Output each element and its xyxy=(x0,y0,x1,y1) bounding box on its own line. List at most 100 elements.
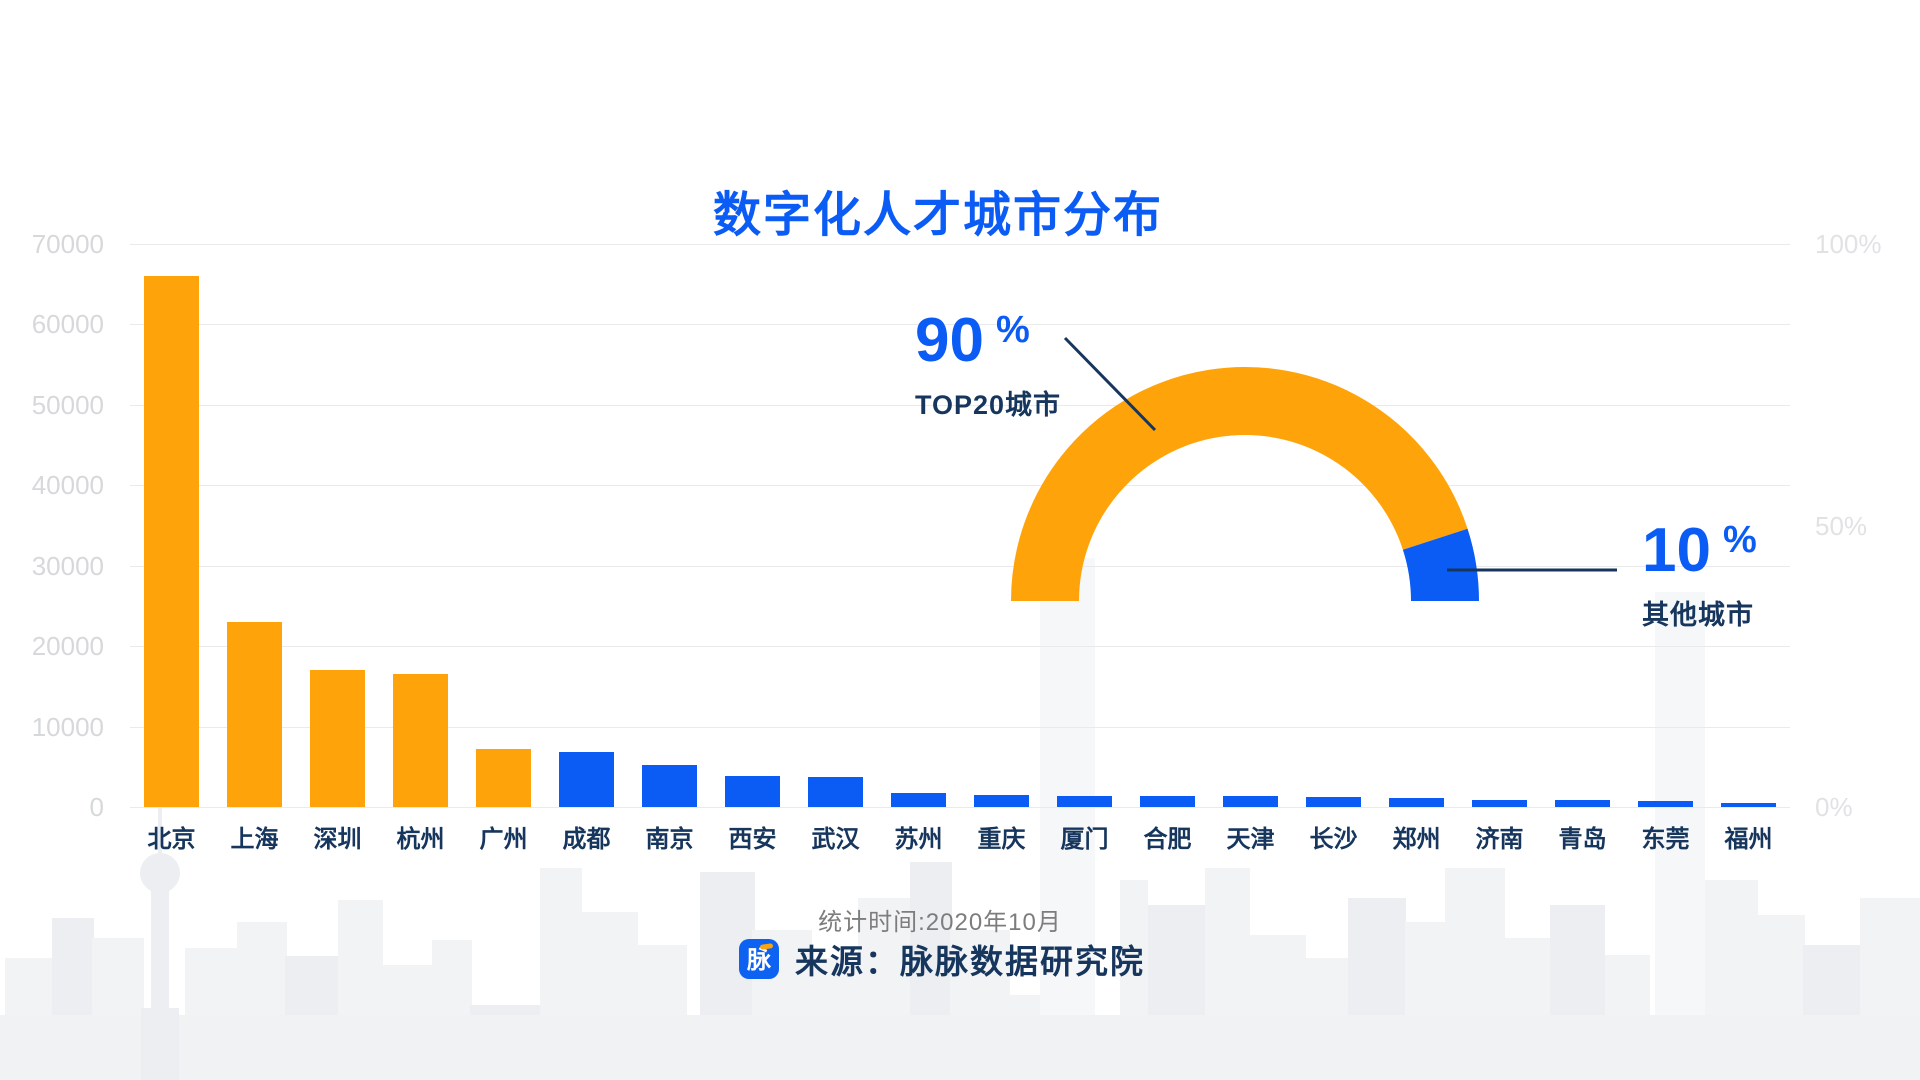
right-axis-tick-label: 0% xyxy=(1815,792,1853,822)
gauge-segment-TOP20城市 xyxy=(1011,367,1468,602)
x-label-重庆: 重庆 xyxy=(977,826,1026,853)
donut-gauge xyxy=(1011,336,1617,602)
bar-slot xyxy=(1707,244,1790,807)
x-label-青岛: 青岛 xyxy=(1558,826,1607,853)
stats-time-text: 统计时间:2020年10月 xyxy=(818,909,1062,936)
callout-others-unit: % xyxy=(1722,519,1757,561)
y-axis-tick-label: 70000 xyxy=(31,229,104,259)
bar-厦门 xyxy=(1057,796,1112,807)
skyline-tower-base xyxy=(141,1008,179,1080)
callout-others-label: 其他城市 xyxy=(1642,599,1754,630)
bar-slot xyxy=(545,244,628,807)
pointer-line-top20 xyxy=(1063,336,1157,432)
bar-slot xyxy=(1043,244,1126,807)
bar-slot xyxy=(1375,244,1458,807)
y-axis-tick-label: 0 xyxy=(89,792,104,822)
bar-深圳 xyxy=(310,670,365,807)
gridline xyxy=(130,646,1790,648)
bar-上海 xyxy=(227,622,282,807)
source-text: 来源：脉脉数据研究院 xyxy=(795,943,1145,980)
x-label-长沙: 长沙 xyxy=(1309,826,1358,853)
bar-slot xyxy=(379,244,462,807)
x-label-天津: 天津 xyxy=(1226,826,1275,853)
bar-西安 xyxy=(725,776,780,807)
bar-chart-x-labels: 北京 上海 深圳 杭州 广州 成都 南京 西安 武汉 苏州 重庆 厦门 合肥 天津 长沙 郑州 济南 青岛 东莞 福州 xyxy=(130,819,1790,854)
bar-青岛 xyxy=(1555,800,1610,807)
bar-slot xyxy=(877,244,960,807)
bar-slot xyxy=(1624,244,1707,807)
x-label-广州: 广州 xyxy=(479,826,528,853)
bar-重庆 xyxy=(974,795,1029,807)
bar-合肥 xyxy=(1140,796,1195,807)
gridline xyxy=(130,565,1790,567)
gridline xyxy=(130,807,1790,808)
bar-slot xyxy=(213,244,296,807)
callout-top20-unit: % xyxy=(995,309,1030,351)
skyline-tower-shaft xyxy=(151,890,169,1015)
bar-slot xyxy=(296,244,379,807)
bar-slot xyxy=(1126,244,1209,807)
bar-slot xyxy=(462,244,545,807)
y-axis-tick-label: 20000 xyxy=(31,631,104,662)
maimai-logo-accent xyxy=(759,943,774,950)
skyline-tall-building xyxy=(1655,592,1705,1080)
bar-slot xyxy=(1209,244,1292,807)
callout-top20-value: 90 xyxy=(915,306,984,375)
bar-长沙 xyxy=(1306,797,1361,807)
y-axis-tick-label: 30000 xyxy=(31,550,104,581)
x-label-厦门: 厦门 xyxy=(1060,826,1109,853)
bar-slot xyxy=(1541,244,1624,807)
callout-others-value-row: 10 % xyxy=(1642,516,1757,585)
maimai-logo-glyph: 脉 xyxy=(747,947,771,974)
bar-chart xyxy=(130,244,1790,807)
x-label-济南: 济南 xyxy=(1475,826,1524,853)
x-label-北京: 北京 xyxy=(147,826,196,853)
bar-slot xyxy=(794,244,877,807)
skyline-base xyxy=(0,1015,1920,1080)
right-axis-tick-label: 100% xyxy=(1815,229,1882,259)
y-axis-tick-label: 50000 xyxy=(31,389,104,420)
bar-济南 xyxy=(1472,800,1527,807)
x-label-南京: 南京 xyxy=(645,826,694,853)
gridline xyxy=(130,485,1790,487)
bar-slot xyxy=(1458,244,1541,807)
x-label-东莞: 东莞 xyxy=(1641,826,1690,853)
gauge-segment-其他城市 xyxy=(1402,528,1479,602)
bar-slot xyxy=(130,244,213,807)
x-label-成都: 成都 xyxy=(562,826,611,853)
bar-广州 xyxy=(476,749,531,807)
gridline xyxy=(130,244,1790,245)
bar-slot xyxy=(1292,244,1375,807)
bar-南京 xyxy=(642,765,697,807)
x-label-上海: 上海 xyxy=(230,826,279,853)
callout-others: 10 % 其他城市 xyxy=(1642,516,1757,632)
y-axis-tick-label: 10000 xyxy=(31,711,104,742)
x-label-福州: 福州 xyxy=(1724,826,1773,853)
source-row: 脉 来源：脉脉数据研究院 xyxy=(739,935,1145,983)
bar-武汉 xyxy=(808,777,863,807)
x-label-合肥: 合肥 xyxy=(1143,826,1192,853)
bar-slot xyxy=(711,244,794,807)
callout-top20-value-row: 90 % xyxy=(915,306,1061,375)
right-axis-tick-label: 50% xyxy=(1815,510,1868,541)
x-label-郑州: 郑州 xyxy=(1392,826,1441,853)
bar-郑州 xyxy=(1389,798,1444,807)
bar-成都 xyxy=(559,752,614,807)
callout-others-value: 10 xyxy=(1642,516,1711,585)
x-label-深圳: 深圳 xyxy=(313,826,362,853)
x-label-武汉: 武汉 xyxy=(811,826,860,853)
x-label-西安: 西安 xyxy=(728,826,777,853)
bar-天津 xyxy=(1223,796,1278,807)
page-title: 数字化人才城市分布 xyxy=(712,189,1164,243)
bar-slot xyxy=(960,244,1043,807)
skyline-tower-bulb xyxy=(140,853,180,893)
bar-slot xyxy=(628,244,711,807)
callout-top20: 90 % TOP20城市 xyxy=(915,306,1061,422)
skyline-tall-building xyxy=(1040,558,1095,1080)
y-axis-tick-label: 40000 xyxy=(31,470,104,501)
gridline xyxy=(130,726,1790,728)
bar-苏州 xyxy=(891,793,946,807)
bar-北京 xyxy=(144,276,199,807)
x-label-苏州: 苏州 xyxy=(894,826,943,853)
